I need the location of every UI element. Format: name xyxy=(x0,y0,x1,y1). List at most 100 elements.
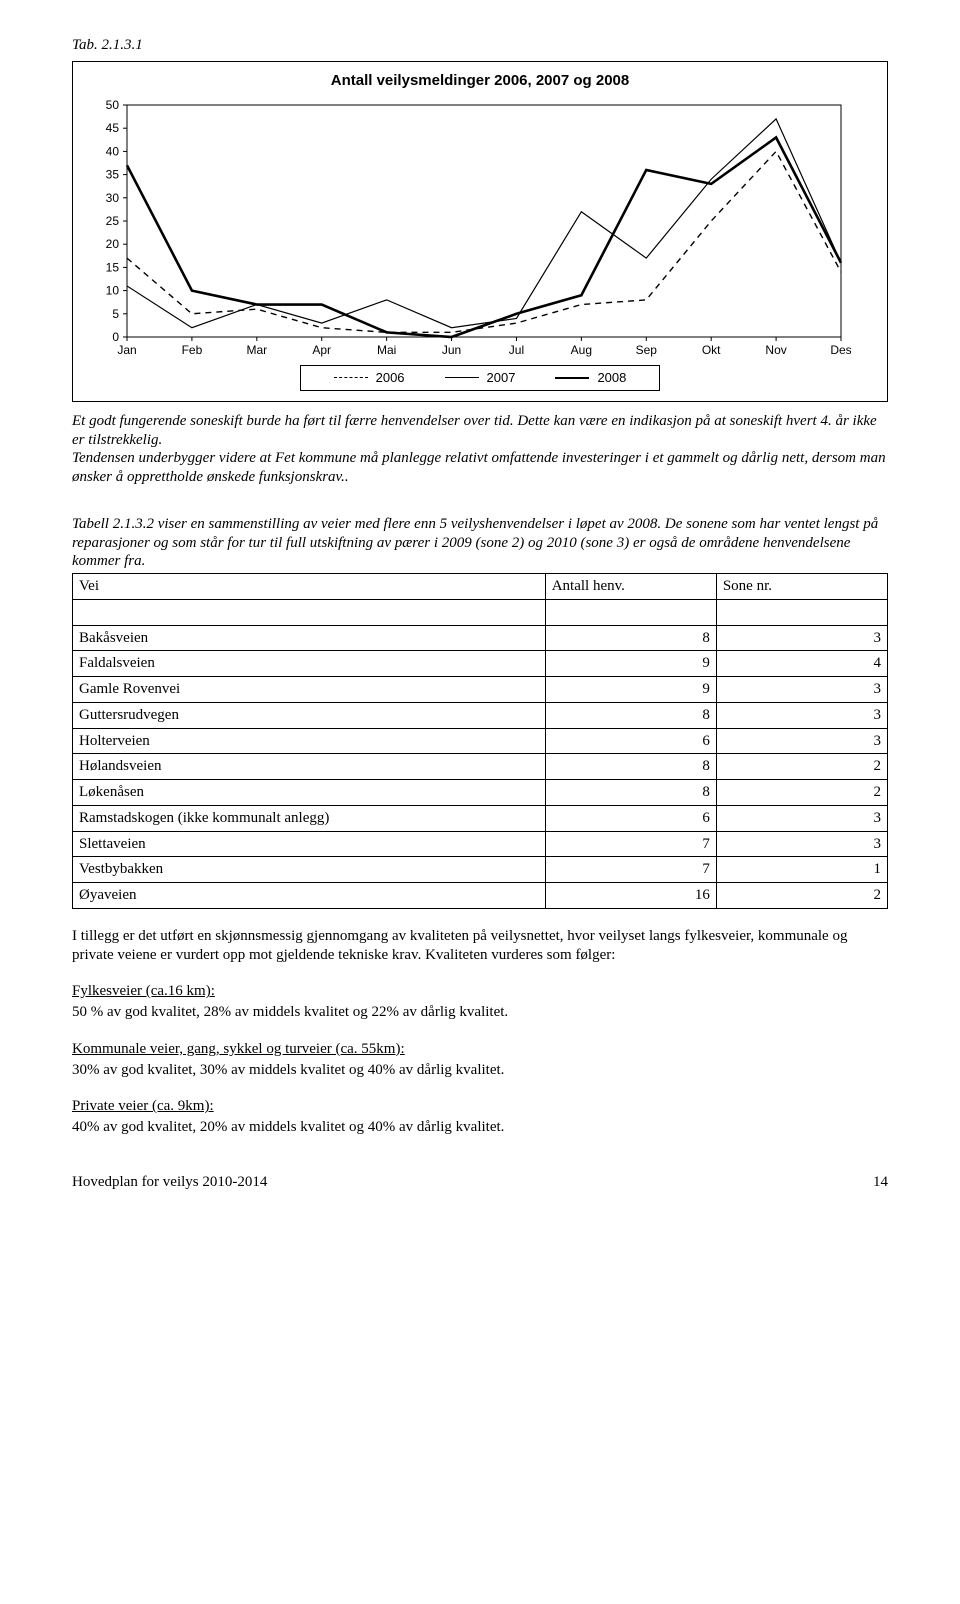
table-cell: 4 xyxy=(716,651,887,677)
road-table: VeiAntall henv.Sone nr. Bakåsveien83Fald… xyxy=(72,573,888,909)
legend-line-icon xyxy=(334,377,368,378)
paragraph-italic-1: Et godt fungerende soneskift burde ha fø… xyxy=(72,412,888,450)
paragraph-body: I tillegg er det utført en skjønnsmessig… xyxy=(72,927,888,965)
svg-text:Aug: Aug xyxy=(571,343,592,357)
table-cell: 2 xyxy=(716,780,887,806)
svg-text:Sep: Sep xyxy=(636,343,658,357)
footer-page-number: 14 xyxy=(873,1173,888,1192)
table-row: Øyaveien162 xyxy=(73,883,888,909)
table-cell: Øyaveien xyxy=(73,883,546,909)
chart-title: Antall veilysmeldinger 2006, 2007 og 200… xyxy=(91,72,869,91)
table-cell: Gamle Rovenvei xyxy=(73,677,546,703)
svg-text:Jul: Jul xyxy=(509,343,524,357)
table-reference-label: Tab. 2.1.3.1 xyxy=(72,36,888,55)
table-cell: 2 xyxy=(716,883,887,909)
table-cell: 6 xyxy=(545,728,716,754)
table-gap-row xyxy=(73,599,888,625)
section-line: 40% av god kvalitet, 20% av middels kval… xyxy=(72,1118,888,1137)
table-cell: Ramstadskogen (ikke kommunalt anlegg) xyxy=(73,805,546,831)
section-heading: Private veier (ca. 9km): xyxy=(72,1097,888,1116)
table-cell: 3 xyxy=(716,728,887,754)
table-cell: 3 xyxy=(716,831,887,857)
table-cell: 16 xyxy=(545,883,716,909)
table-cell: Guttersrudvegen xyxy=(73,702,546,728)
table-cell: 3 xyxy=(716,805,887,831)
svg-text:Jan: Jan xyxy=(117,343,136,357)
svg-text:35: 35 xyxy=(106,167,120,181)
svg-text:20: 20 xyxy=(106,237,120,251)
table-cell: 3 xyxy=(716,625,887,651)
legend-label: 2006 xyxy=(376,370,405,386)
svg-text:Apr: Apr xyxy=(312,343,331,357)
table-cell: 3 xyxy=(716,702,887,728)
table-cell: 8 xyxy=(545,625,716,651)
svg-text:15: 15 xyxy=(106,260,120,274)
legend-label: 2007 xyxy=(487,370,516,386)
table-cell: 7 xyxy=(545,857,716,883)
svg-text:Mai: Mai xyxy=(377,343,396,357)
svg-text:45: 45 xyxy=(106,121,120,135)
table-cell: 3 xyxy=(716,677,887,703)
section-line: 50 % av god kvalitet, 28% av middels kva… xyxy=(72,1003,888,1022)
section-heading: Fylkesveier (ca.16 km): xyxy=(72,982,888,1001)
table-cell: Holterveien xyxy=(73,728,546,754)
legend-item: 2008 xyxy=(555,370,626,386)
table-column-header: Sone nr. xyxy=(716,574,887,600)
svg-text:50: 50 xyxy=(106,99,120,112)
table-cell: Slettaveien xyxy=(73,831,546,857)
paragraph-italic-1b: Tendensen underbygger videre at Fet komm… xyxy=(72,449,888,487)
legend-label: 2008 xyxy=(597,370,626,386)
table-row: Ramstadskogen (ikke kommunalt anlegg)63 xyxy=(73,805,888,831)
table-row: Hølandsveien82 xyxy=(73,754,888,780)
table-cell: 8 xyxy=(545,754,716,780)
table-cell: 8 xyxy=(545,702,716,728)
svg-text:Mar: Mar xyxy=(246,343,267,357)
legend-line-icon xyxy=(555,377,589,379)
table-row: Holterveien63 xyxy=(73,728,888,754)
chart-legend: 2006 2007 2008 xyxy=(300,365,660,391)
table-row: Gamle Rovenvei93 xyxy=(73,677,888,703)
table-cell: 7 xyxy=(545,831,716,857)
table-cell: 9 xyxy=(545,651,716,677)
legend-item: 2006 xyxy=(334,370,405,386)
svg-text:25: 25 xyxy=(106,214,120,228)
svg-text:Jun: Jun xyxy=(442,343,461,357)
table-cell: 9 xyxy=(545,677,716,703)
line-chart: 0 5 10 15 20 25 30 35 40 45 50 Jan Feb Mar Apr Mai Jun Ju… xyxy=(91,99,851,359)
table-cell: Faldalsveien xyxy=(73,651,546,677)
table-column-header: Vei xyxy=(73,574,546,600)
svg-text:Feb: Feb xyxy=(182,343,203,357)
table-row: Guttersrudvegen83 xyxy=(73,702,888,728)
table-cell: 6 xyxy=(545,805,716,831)
table-cell: 2 xyxy=(716,754,887,780)
table-row: Vestbybakken71 xyxy=(73,857,888,883)
table-row: Løkenåsen82 xyxy=(73,780,888,806)
section-heading: Kommunale veier, gang, sykkel og turveie… xyxy=(72,1040,888,1059)
table-row: Faldalsveien94 xyxy=(73,651,888,677)
svg-text:5: 5 xyxy=(112,306,119,320)
svg-text:10: 10 xyxy=(106,283,120,297)
svg-text:40: 40 xyxy=(106,144,120,158)
page-footer: Hovedplan for veilys 2010-2014 14 xyxy=(72,1173,888,1192)
legend-line-icon xyxy=(445,377,479,378)
legend-item: 2007 xyxy=(445,370,516,386)
table-row: Bakåsveien83 xyxy=(73,625,888,651)
table-cell: Hølandsveien xyxy=(73,754,546,780)
table-header-row: VeiAntall henv.Sone nr. xyxy=(73,574,888,600)
table-column-header: Antall henv. xyxy=(545,574,716,600)
svg-text:30: 30 xyxy=(106,190,120,204)
footer-left: Hovedplan for veilys 2010-2014 xyxy=(72,1173,267,1192)
table-cell: Løkenåsen xyxy=(73,780,546,806)
table-row: Slettaveien73 xyxy=(73,831,888,857)
svg-text:0: 0 xyxy=(112,330,119,344)
table-cell: Vestbybakken xyxy=(73,857,546,883)
table-cell: 8 xyxy=(545,780,716,806)
table-cell: Bakåsveien xyxy=(73,625,546,651)
table-cell: 1 xyxy=(716,857,887,883)
svg-text:Des: Des xyxy=(830,343,851,357)
section-line: 30% av god kvalitet, 30% av middels kval… xyxy=(72,1061,888,1080)
chart-container: Antall veilysmeldinger 2006, 2007 og 200… xyxy=(72,61,888,402)
svg-text:Nov: Nov xyxy=(765,343,786,357)
paragraph-italic-2: Tabell 2.1.3.2 viser en sammenstilling a… xyxy=(72,515,888,571)
svg-text:Okt: Okt xyxy=(702,343,721,357)
